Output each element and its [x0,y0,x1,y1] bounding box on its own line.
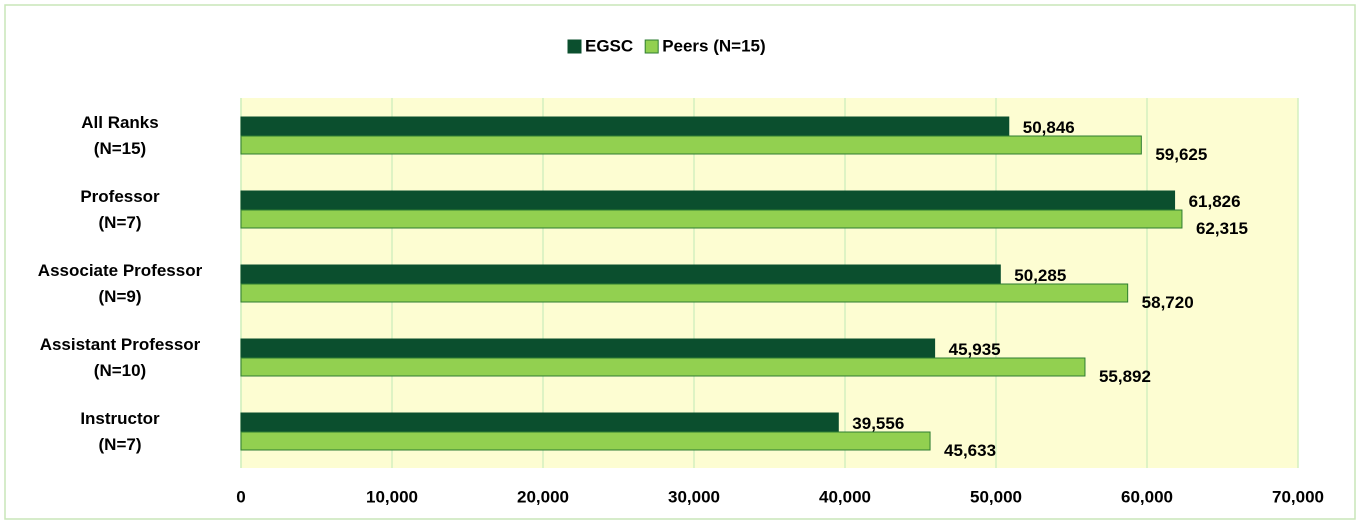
y-tick-label: Instructor (N=7) [80,409,160,454]
bar [240,431,931,451]
bar [240,338,936,358]
x-tick-label: 70,000 [1272,487,1324,506]
x-tick-label: 0 [236,487,245,506]
x-tick-label: 10,000 [366,487,418,506]
x-tick-label: 20,000 [517,487,569,506]
legend-label: EGSC [585,36,633,55]
x-tick-label: 50,000 [970,487,1022,506]
legend-swatch [567,39,582,54]
bar [240,116,1010,136]
data-label: 58,720 [1142,293,1194,312]
bar [240,357,1086,377]
data-label: 50,285 [1014,266,1066,285]
x-tick-label: 60,000 [1121,487,1173,506]
y-tick-label: Associate Professor (N=9) [37,261,203,306]
y-tick-label: Assistant Professor (N=10) [39,335,201,380]
data-label: 61,826 [1189,192,1241,211]
data-label: 62,315 [1196,219,1248,238]
y-tick-label: All Ranks (N=15) [81,113,159,158]
legend-label: Peers (N=15) [662,36,765,55]
data-label: 45,633 [944,441,996,460]
bar [240,190,1176,210]
data-label: 50,846 [1023,118,1075,137]
bar [240,209,1183,229]
data-label: 55,892 [1099,367,1151,386]
bar [240,283,1129,303]
data-label: 39,556 [852,414,904,433]
legend-swatch [644,39,659,54]
bar [240,135,1142,155]
x-tick-label: 30,000 [668,487,720,506]
y-tick-label: Professor (N=7) [80,187,160,232]
bar [240,412,839,432]
data-label: 45,935 [949,340,1001,359]
bar [240,264,1001,284]
data-label: 59,625 [1155,145,1207,164]
x-tick-label: 40,000 [819,487,871,506]
